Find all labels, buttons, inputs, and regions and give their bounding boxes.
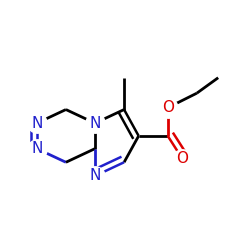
- Text: N: N: [31, 116, 42, 131]
- Text: O: O: [162, 100, 174, 115]
- Text: N: N: [89, 116, 101, 131]
- Text: N: N: [31, 141, 42, 156]
- Text: O: O: [176, 151, 188, 166]
- Text: N: N: [89, 168, 101, 184]
